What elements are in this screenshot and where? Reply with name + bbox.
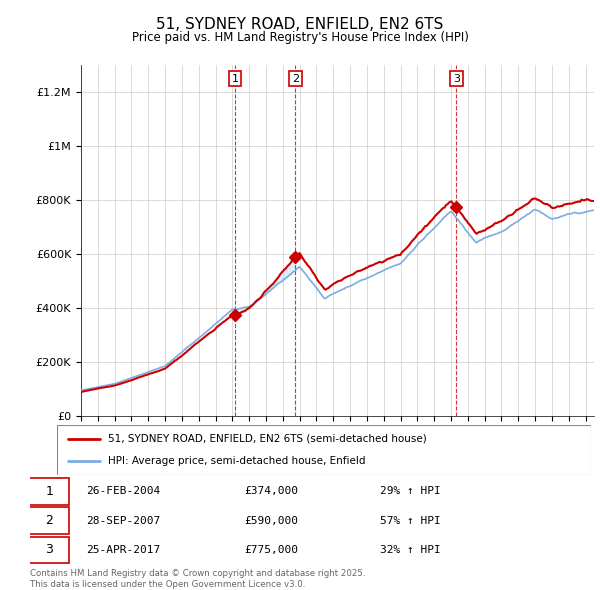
Text: 51, SYDNEY ROAD, ENFIELD, EN2 6TS (semi-detached house): 51, SYDNEY ROAD, ENFIELD, EN2 6TS (semi-… — [108, 434, 427, 444]
Text: 28-SEP-2007: 28-SEP-2007 — [86, 516, 161, 526]
Text: 1: 1 — [232, 74, 238, 84]
Text: 3: 3 — [453, 74, 460, 84]
Text: 32% ↑ HPI: 32% ↑ HPI — [380, 545, 440, 555]
Text: 57% ↑ HPI: 57% ↑ HPI — [380, 516, 440, 526]
Text: HPI: Average price, semi-detached house, Enfield: HPI: Average price, semi-detached house,… — [108, 456, 365, 466]
Text: Price paid vs. HM Land Registry's House Price Index (HPI): Price paid vs. HM Land Registry's House … — [131, 31, 469, 44]
Text: Contains HM Land Registry data © Crown copyright and database right 2025.
This d: Contains HM Land Registry data © Crown c… — [30, 569, 365, 589]
Text: 26-FEB-2004: 26-FEB-2004 — [86, 486, 161, 496]
FancyBboxPatch shape — [29, 537, 70, 563]
Text: 25-APR-2017: 25-APR-2017 — [86, 545, 161, 555]
Text: £374,000: £374,000 — [244, 486, 298, 496]
Text: 2: 2 — [45, 514, 53, 527]
Text: 51, SYDNEY ROAD, ENFIELD, EN2 6TS: 51, SYDNEY ROAD, ENFIELD, EN2 6TS — [157, 17, 443, 31]
Text: 1: 1 — [45, 485, 53, 498]
Text: £590,000: £590,000 — [244, 516, 298, 526]
FancyBboxPatch shape — [29, 478, 70, 504]
Text: 29% ↑ HPI: 29% ↑ HPI — [380, 486, 440, 496]
Text: £775,000: £775,000 — [244, 545, 298, 555]
Text: 3: 3 — [45, 543, 53, 556]
FancyBboxPatch shape — [29, 507, 70, 534]
Text: 2: 2 — [292, 74, 299, 84]
